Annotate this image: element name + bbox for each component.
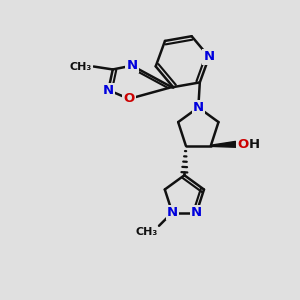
Text: H: H <box>249 138 260 151</box>
Text: N: N <box>126 59 137 72</box>
Text: O: O <box>237 138 248 151</box>
Text: N: N <box>191 206 202 219</box>
Text: CH₃: CH₃ <box>135 227 158 237</box>
Text: N: N <box>103 84 114 97</box>
Text: CH₃: CH₃ <box>70 61 92 71</box>
Text: N: N <box>203 50 214 64</box>
Text: N: N <box>193 101 204 114</box>
Polygon shape <box>211 141 236 147</box>
Text: N: N <box>167 206 178 219</box>
Text: O: O <box>123 92 135 105</box>
